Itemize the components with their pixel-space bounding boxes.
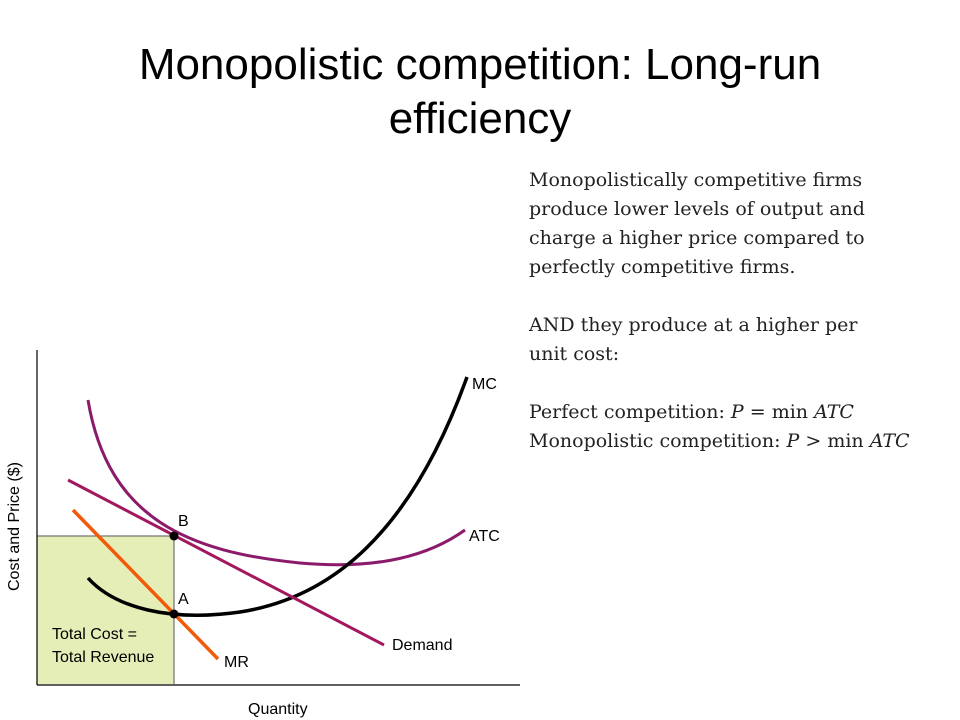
perfect-formula-rhs: ATC — [814, 401, 854, 423]
slide-title: Monopolistic competition: Long-run effic… — [60, 38, 900, 146]
note-line: Monopolistically competitive firms — [529, 169, 863, 191]
note-line: perfectly competitive firms. — [529, 256, 796, 278]
atc-label: ATC — [469, 528, 500, 545]
point-b-label: B — [178, 513, 189, 530]
monopolistic-competition-line: Monopolistic competition: P > min ATC — [529, 430, 910, 452]
demand-label: Demand — [392, 637, 452, 654]
note-para-1: Monopolistically competitive firms produ… — [529, 166, 954, 282]
perfect-competition-label: Perfect competition: — [529, 401, 731, 423]
title-line-2: efficiency — [388, 94, 572, 143]
explanation-text: Monopolistically competitive firms produ… — [529, 166, 954, 456]
atc-curve — [86, 399, 466, 567]
x-axis-label: Quantity — [248, 701, 308, 718]
perfect-competition-line: Perfect competition: P = min ATC — [529, 401, 854, 423]
note-para-2: AND they produce at a higher per unit co… — [529, 311, 954, 369]
marginal-revenue-curve — [71, 508, 220, 661]
perfect-formula-lhs: P — [730, 401, 744, 423]
note-para-3: Perfect competition: P = min ATC Monopol… — [529, 398, 954, 456]
mono-formula-lhs: P — [786, 430, 800, 452]
y-axis-label: Cost and Price ($) — [6, 462, 23, 591]
mono-formula-fn: min — [827, 430, 870, 452]
point-a-label: A — [178, 591, 189, 608]
point-a-marker — [169, 609, 179, 619]
mono-formula-op: > — [799, 430, 828, 452]
demand-curve — [67, 478, 385, 647]
box-label-line-2: Total Revenue — [52, 649, 154, 666]
note-line: unit cost: — [529, 343, 620, 365]
note-line: produce lower levels of output and — [529, 198, 865, 220]
note-line: charge a higher price compared to — [529, 227, 865, 249]
mc-curve — [86, 376, 469, 617]
perfect-formula-fn: min — [771, 401, 815, 423]
title-line-1: Monopolistic competition: Long-run — [138, 40, 822, 89]
perfect-formula-op: = — [743, 401, 772, 423]
point-b-marker — [169, 531, 179, 541]
note-line: AND they produce at a higher per — [529, 314, 858, 336]
mr-label: MR — [224, 654, 249, 671]
box-label-line-1: Total Cost = — [52, 626, 137, 643]
mc-label: MC — [472, 376, 497, 393]
monopolistic-competition-label: Monopolistic competition: — [529, 430, 787, 452]
mono-formula-rhs: ATC — [869, 430, 910, 452]
